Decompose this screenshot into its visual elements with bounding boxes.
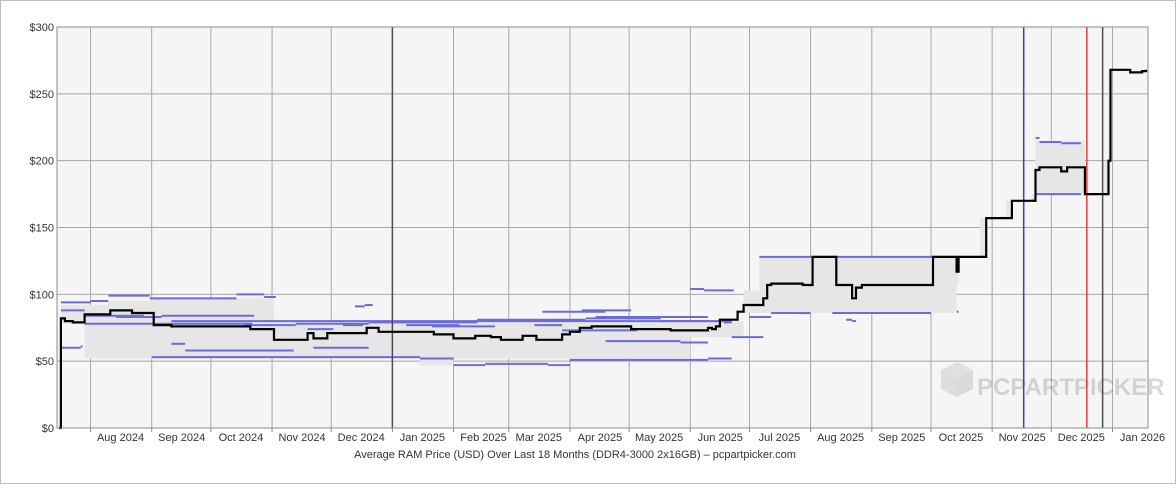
price-range-area	[60, 69, 1146, 366]
x-tick-label: Feb 2025	[460, 432, 506, 444]
x-tick-label: Jun 2025	[698, 432, 743, 444]
average-price-line	[59, 68, 1148, 430]
watermark-text: PCPARTPICKER	[977, 374, 1165, 401]
watermark: PCPARTPICKER	[941, 362, 1165, 401]
x-tick-label: Jan 2025	[400, 432, 445, 444]
x-tick-label: Aug 2024	[97, 432, 144, 444]
y-tick-label: $100	[30, 289, 54, 301]
price-range-band	[60, 69, 1146, 366]
x-tick-label: Jan 2026	[1120, 432, 1165, 444]
y-tick-label: $200	[30, 156, 54, 168]
plot-border	[56, 26, 1149, 429]
average-price-series	[59, 68, 1148, 430]
x-axis: Aug 2024 Sep 2024 Oct 2024 Nov 2024 Dec 2024…	[90, 428, 1165, 444]
x-tick-label: Nov 2024	[278, 432, 325, 444]
x-tick-label: Dec 2025	[1058, 432, 1105, 444]
x-tick-label: Apr 2025	[578, 432, 623, 444]
y-axis: $0 $50 $100 $150 $200 $250 $300	[30, 22, 54, 435]
retailer-price-lines	[60, 136, 1081, 367]
y-tick-label: $300	[30, 22, 54, 34]
chart-caption: Average RAM Price (USD) Over Last 18 Mon…	[354, 449, 796, 461]
x-tick-label: Nov 2025	[999, 432, 1046, 444]
y-tick-label: $50	[36, 356, 54, 368]
x-tick-label: Aug 2025	[817, 432, 864, 444]
x-tick-label: Mar 2025	[516, 432, 562, 444]
x-tick-label: Sep 2025	[878, 432, 925, 444]
y-tick-label: $150	[30, 223, 54, 235]
x-tick-label: Oct 2024	[219, 432, 264, 444]
x-tick-label: May 2025	[635, 432, 683, 444]
x-tick-label: Sep 2024	[158, 432, 205, 444]
y-tick-label: $0	[42, 423, 54, 435]
vertical-markers	[391, 27, 1104, 428]
box-logo-icon	[941, 362, 973, 397]
x-tick-label: Oct 2025	[939, 432, 984, 444]
x-tick-label: Dec 2024	[338, 432, 385, 444]
y-tick-label: $250	[30, 89, 54, 101]
x-tick-label: Jul 2025	[759, 432, 801, 444]
